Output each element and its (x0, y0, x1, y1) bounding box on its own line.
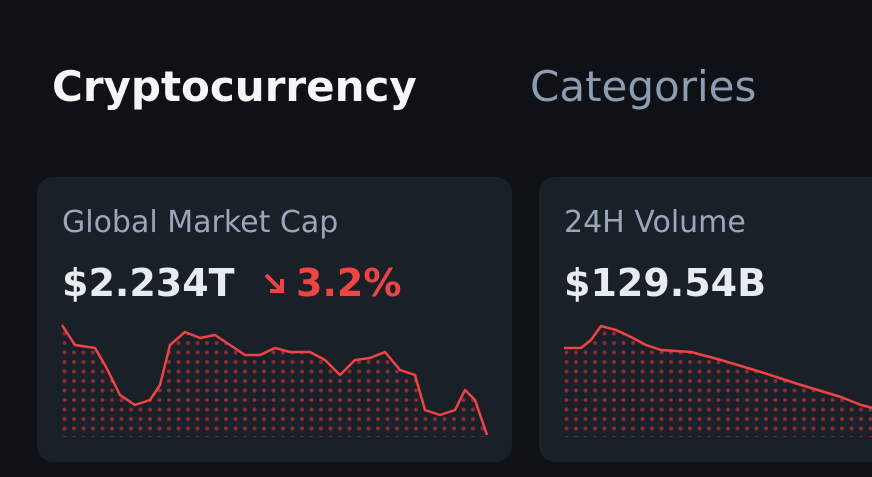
tab[interactable]: Categories (530, 62, 757, 111)
card[interactable]: Global Market Cap $2.234T 3.2% (37, 177, 512, 462)
card-value: $129.54B (564, 261, 767, 305)
sparkline-line (60, 324, 489, 436)
sparkline (60, 324, 489, 437)
sparkline-fill (564, 326, 872, 437)
sparkline-line (564, 324, 872, 410)
change: 3.2% (262, 261, 401, 305)
card-title: 24H Volume (564, 205, 746, 240)
card-title: Global Market Cap (62, 205, 339, 240)
sparkline-fill (62, 325, 487, 437)
tab[interactable]: Cryptocurrency (52, 62, 417, 111)
sparkline (564, 324, 872, 437)
change-value: 3.2% (296, 261, 402, 305)
card-value: $2.234T (62, 261, 235, 305)
down-arrow-icon (264, 273, 284, 293)
card[interactable]: 24H Volume $129.54B (539, 177, 872, 462)
